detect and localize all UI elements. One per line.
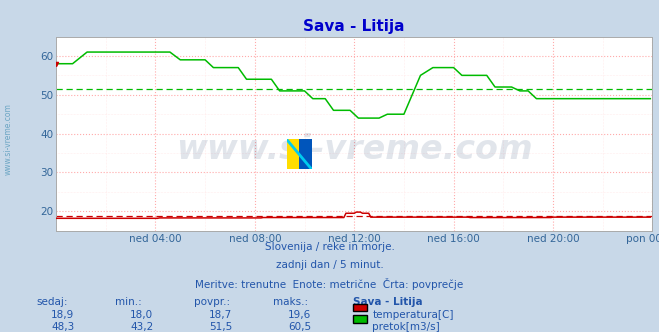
Text: Meritve: trenutne  Enote: metrične  Črta: povprečje: Meritve: trenutne Enote: metrične Črta: … [195,278,464,290]
Bar [299,139,312,169]
Text: min.:: min.: [115,297,142,307]
Text: 18,7: 18,7 [209,310,233,320]
Text: 51,5: 51,5 [209,322,233,332]
Text: 48,3: 48,3 [51,322,74,332]
Title: Sava - Litija: Sava - Litija [303,19,405,34]
Text: www.si-vreme.com: www.si-vreme.com [3,104,13,175]
Text: 19,6: 19,6 [288,310,312,320]
Text: pretok[m3/s]: pretok[m3/s] [372,322,440,332]
Text: 60,5: 60,5 [288,322,312,332]
Text: povpr.:: povpr.: [194,297,231,307]
Text: 18,9: 18,9 [51,310,74,320]
Text: Slovenija / reke in morje.: Slovenija / reke in morje. [264,242,395,252]
Text: 18,0: 18,0 [130,310,154,320]
Text: www.si-vreme.com: www.si-vreme.com [176,133,532,166]
Text: sedaj:: sedaj: [36,297,68,307]
Bar [287,139,299,169]
Text: 43,2: 43,2 [130,322,154,332]
Text: Sava - Litija: Sava - Litija [353,297,422,307]
Text: temperatura[C]: temperatura[C] [372,310,454,320]
Text: maks.:: maks.: [273,297,308,307]
Text: zadnji dan / 5 minut.: zadnji dan / 5 minut. [275,260,384,270]
